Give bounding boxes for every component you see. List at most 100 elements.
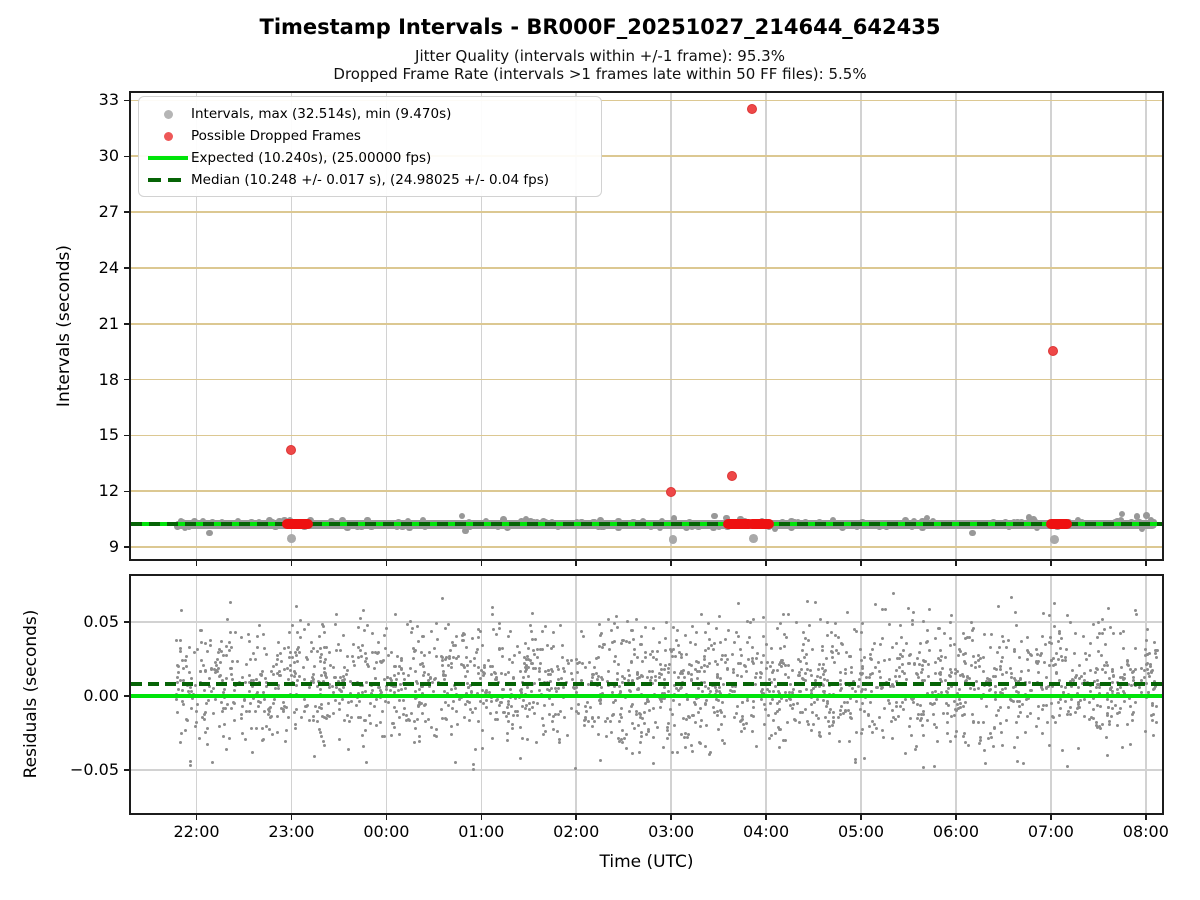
residual-point xyxy=(491,613,495,617)
residual-point xyxy=(730,652,734,656)
residual-point xyxy=(346,714,350,718)
residual-point xyxy=(910,698,914,702)
residual-point xyxy=(1049,701,1053,705)
residual-point xyxy=(759,690,763,694)
residual-point xyxy=(881,736,885,740)
residual-point xyxy=(510,705,514,709)
residual-point xyxy=(535,648,539,652)
residual-point xyxy=(658,675,662,679)
residual-point xyxy=(355,704,358,708)
residual-point xyxy=(406,718,410,722)
residual-point xyxy=(843,672,847,676)
residual-point xyxy=(365,761,368,765)
residual-point xyxy=(668,732,672,736)
residual-point xyxy=(440,716,444,720)
residual-point xyxy=(814,685,818,689)
residual-point xyxy=(1119,686,1123,690)
residual-point xyxy=(1018,705,1022,709)
residual-point xyxy=(786,612,790,616)
residual-point xyxy=(900,635,904,639)
residual-point xyxy=(593,719,597,723)
residual-point xyxy=(1088,642,1092,646)
residual-point xyxy=(1154,656,1158,660)
residual-point xyxy=(956,706,960,710)
residual-point xyxy=(534,638,538,642)
residual-point xyxy=(674,654,678,658)
residual-point xyxy=(299,636,302,640)
residual-point xyxy=(1014,684,1018,688)
residual-point xyxy=(1154,704,1158,708)
residual-point xyxy=(1069,705,1073,709)
residual-point xyxy=(651,735,655,739)
residual-point xyxy=(666,721,670,725)
residual-point xyxy=(607,648,611,652)
residual-point xyxy=(512,676,516,680)
residual-point xyxy=(723,653,727,657)
residual-point xyxy=(918,651,922,655)
residual-point xyxy=(401,671,405,675)
residual-point xyxy=(379,690,383,694)
residual-point xyxy=(348,692,352,696)
residual-point xyxy=(992,745,996,749)
residual-point xyxy=(526,658,530,662)
residual-point xyxy=(680,685,684,689)
residual-point xyxy=(389,689,393,692)
residual-point xyxy=(208,684,212,688)
residual-point xyxy=(752,662,756,665)
residual-point xyxy=(656,650,659,654)
residual-point xyxy=(766,660,770,664)
residual-point xyxy=(669,647,673,651)
residual-point xyxy=(454,686,458,690)
residual-point xyxy=(474,748,478,751)
residual-point xyxy=(808,624,812,628)
residual-point xyxy=(205,743,209,747)
residual-point xyxy=(825,700,829,704)
residual-point xyxy=(806,722,810,726)
residual-point xyxy=(320,674,324,678)
residual-point xyxy=(450,707,454,711)
residual-point xyxy=(664,621,668,625)
residual-point xyxy=(222,687,226,691)
residual-point xyxy=(240,705,244,709)
residual-point xyxy=(665,728,669,732)
residual-point xyxy=(452,656,456,660)
residual-point xyxy=(275,654,279,658)
residual-point xyxy=(580,629,584,633)
grid-line-h xyxy=(131,490,1162,493)
residual-point xyxy=(385,688,389,692)
residual-point xyxy=(988,689,992,693)
residual-point xyxy=(844,650,848,654)
residual-point xyxy=(451,640,455,644)
residual-point xyxy=(208,638,212,642)
residual-point xyxy=(670,713,674,717)
residual-point xyxy=(1055,651,1059,655)
residual-point xyxy=(185,655,189,659)
residual-point xyxy=(822,672,826,676)
residual-point xyxy=(482,672,486,676)
residual-point xyxy=(240,713,244,717)
residual-point xyxy=(235,659,239,663)
residual-point xyxy=(510,722,514,726)
residual-point xyxy=(603,719,607,723)
residual-point xyxy=(1090,716,1094,720)
interval-low-outlier-point xyxy=(668,534,678,544)
residual-point xyxy=(476,719,480,723)
residual-point xyxy=(1048,664,1052,668)
residual-point xyxy=(299,715,303,719)
residual-point xyxy=(988,679,992,683)
grid-line-v xyxy=(1050,93,1052,559)
residual-point xyxy=(871,730,875,734)
residual-point xyxy=(982,633,986,637)
residual-point xyxy=(218,647,222,651)
interval-point xyxy=(1138,525,1146,533)
residual-point xyxy=(202,664,206,668)
residual-point xyxy=(433,678,437,682)
residual-point xyxy=(342,675,346,679)
residual-point xyxy=(726,666,730,670)
residual-point xyxy=(751,660,755,664)
residual-point xyxy=(774,732,778,736)
residual-point xyxy=(511,726,515,730)
residual-point xyxy=(680,655,684,659)
residual-point xyxy=(712,647,716,651)
